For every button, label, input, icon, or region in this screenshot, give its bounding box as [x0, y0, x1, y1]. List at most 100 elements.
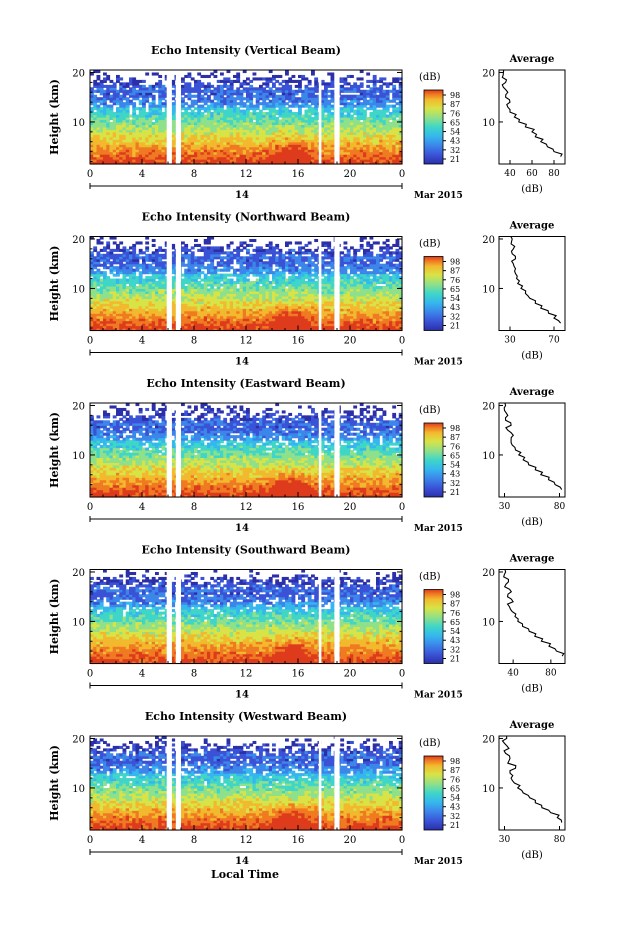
heatmap-cell — [96, 121, 101, 126]
heatmap-cell — [194, 82, 198, 86]
heatmap-cell — [226, 84, 231, 88]
heatmap-cell — [99, 114, 104, 118]
heatmap-cell — [171, 97, 176, 101]
heatmap-cell — [207, 87, 211, 91]
heatmap-cell — [184, 144, 189, 148]
heatmap-cell — [246, 248, 250, 252]
heatmap-cell — [119, 109, 124, 113]
heatmap-cell — [246, 104, 250, 108]
heatmap-cell — [164, 124, 169, 128]
heatmap-cell — [184, 121, 189, 126]
heatmap-cell — [187, 97, 192, 101]
heatmap-cell — [99, 119, 104, 123]
heatmap-cell — [252, 156, 257, 160]
heatmap-cell — [194, 154, 198, 158]
heatmap-cell — [233, 114, 237, 118]
heatmap-cell — [142, 131, 146, 135]
heatmap-cell — [132, 159, 137, 163]
heatmap-cell — [226, 94, 231, 98]
heatmap-cell — [197, 126, 202, 130]
heatmap-cell — [207, 136, 211, 140]
heatmap-cell — [213, 70, 218, 74]
heatmap-cell — [252, 151, 257, 155]
heatmap-cell — [233, 109, 237, 113]
heatmap-cell — [103, 146, 107, 150]
heatmap-cell — [249, 97, 254, 101]
heatmap-cell — [116, 136, 120, 140]
heatmap-cell — [239, 89, 244, 93]
heatmap-cell — [90, 94, 94, 98]
heatmap-cell — [203, 151, 208, 155]
heatmap-cell — [249, 119, 254, 123]
heatmap-cell — [223, 82, 228, 86]
heatmap-cell — [226, 156, 231, 160]
heatmap-cell — [106, 97, 111, 101]
heatmap-cell — [164, 144, 169, 148]
heatmap-cell — [236, 154, 241, 158]
heatmap-cell — [145, 89, 150, 93]
heatmap-cell — [181, 87, 185, 91]
heatmap-cell — [314, 77, 319, 81]
heatmap-cell — [187, 117, 192, 121]
heatmap-cell — [93, 102, 98, 106]
heatmap-cell — [122, 107, 127, 111]
heatmap-cell — [239, 97, 244, 101]
heatmap-cell — [142, 154, 146, 158]
heatmap-cell — [155, 84, 159, 88]
heatmap-cell — [142, 161, 146, 165]
heatmap-cell — [207, 97, 211, 101]
heatmap-cell — [145, 139, 150, 143]
heatmap-cell — [233, 117, 237, 121]
heatmap-cell — [226, 87, 231, 91]
heatmap-cell — [194, 107, 198, 111]
heatmap-cell — [207, 112, 211, 116]
heatmap-cell — [220, 151, 224, 155]
heatmap-cell — [246, 154, 250, 158]
heatmap-cell — [239, 104, 244, 108]
heatmap-cell — [99, 84, 104, 88]
heatmap-cell — [229, 241, 234, 245]
heatmap-cell — [220, 89, 224, 93]
heatmap-cell — [207, 134, 211, 138]
heatmap-cell — [252, 126, 257, 130]
heatmap-cell — [216, 141, 221, 145]
heatmap-cell — [249, 243, 254, 247]
heatmap-cell — [233, 79, 237, 83]
heatmap-cell — [148, 92, 153, 96]
heatmap-cell — [112, 131, 117, 135]
heatmap-cell — [158, 119, 163, 123]
heatmap-cell — [200, 139, 205, 143]
heatmap-cell — [96, 149, 101, 153]
heatmap-cell — [229, 151, 234, 155]
heatmap-cell — [119, 131, 124, 135]
heatmap-cell — [213, 104, 218, 108]
heatmap-cell — [122, 94, 127, 98]
heatmap-cell — [213, 102, 218, 106]
heatmap-cell — [109, 99, 114, 103]
heatmap-cell — [220, 114, 224, 118]
heatmap-cell — [249, 156, 254, 160]
heatmap-cell — [246, 89, 250, 93]
heatmap-cell — [138, 151, 143, 155]
heatmap-cell — [233, 119, 237, 123]
heatmap-cell — [132, 151, 137, 155]
heatmap-cell — [129, 124, 133, 128]
heatmap-cell — [103, 141, 107, 145]
heatmap-cell — [148, 139, 153, 143]
heatmap-cell — [161, 121, 166, 126]
heatmap-cell — [220, 84, 224, 88]
heatmap-cell — [220, 246, 224, 250]
heatmap-cell — [203, 119, 208, 123]
heatmap-cell — [216, 136, 221, 140]
heatmap-cell — [190, 99, 195, 103]
heatmap-cell — [155, 144, 159, 148]
heatmap-cell — [181, 161, 185, 165]
heatmap-cell — [181, 149, 185, 153]
heatmap-cell — [216, 94, 221, 98]
heatmap-cell — [200, 104, 205, 108]
heatmap-cell — [148, 151, 153, 155]
heatmap-cell — [148, 124, 153, 128]
heatmap-cell — [252, 141, 257, 145]
heatmap-cell — [200, 82, 205, 86]
heatmap-cell — [135, 121, 140, 126]
